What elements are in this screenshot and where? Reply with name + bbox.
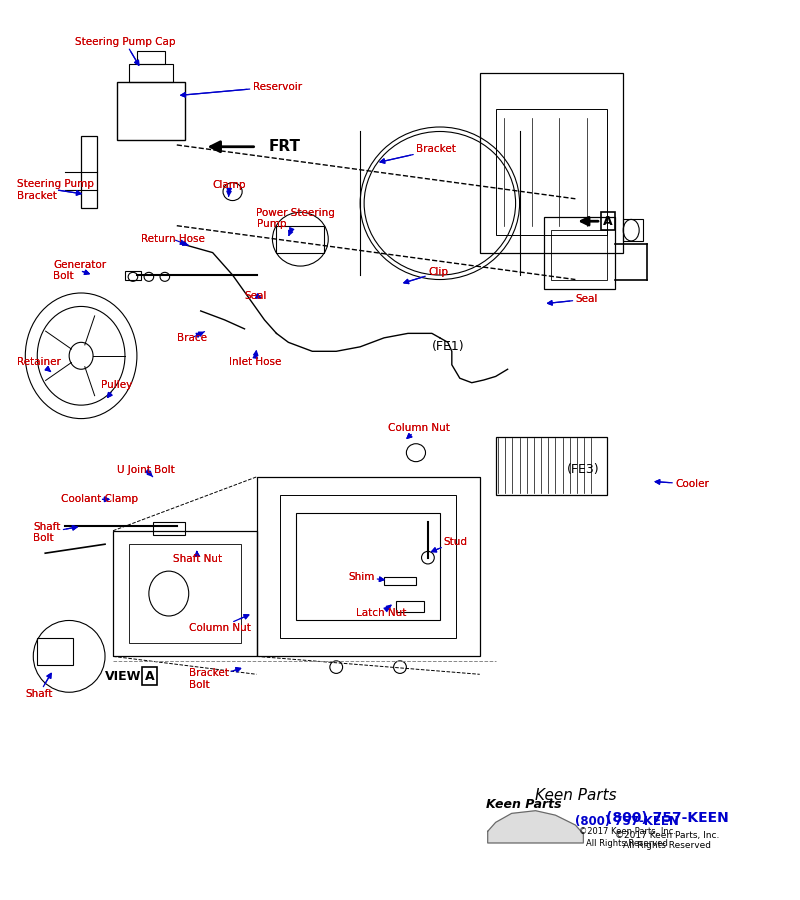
Text: Seal: Seal xyxy=(245,291,267,301)
Bar xyxy=(129,64,173,82)
Text: Inlet Hose: Inlet Hose xyxy=(229,354,281,367)
Text: Coolant Clamp: Coolant Clamp xyxy=(61,494,138,504)
Text: Column Nut: Column Nut xyxy=(189,615,250,633)
Bar xyxy=(543,217,615,289)
Text: Latch Nut: Latch Nut xyxy=(356,607,406,618)
Text: (FE1): (FE1) xyxy=(431,340,464,354)
Text: Seal: Seal xyxy=(245,291,267,301)
Text: Bracket
Bolt: Bracket Bolt xyxy=(189,668,241,689)
Text: Keen Parts: Keen Parts xyxy=(486,798,562,811)
Text: Column Nut: Column Nut xyxy=(189,615,250,633)
Text: Keen Parts: Keen Parts xyxy=(534,788,616,803)
Text: Stud: Stud xyxy=(432,536,468,552)
Bar xyxy=(153,522,185,536)
Text: Bracket: Bracket xyxy=(380,144,456,163)
Text: Inlet Hose: Inlet Hose xyxy=(229,351,281,367)
Bar xyxy=(623,219,643,241)
Text: U Joint Bolt: U Joint Bolt xyxy=(117,464,174,474)
Bar xyxy=(281,495,456,638)
Text: Reservoir: Reservoir xyxy=(181,82,302,97)
Text: Shim: Shim xyxy=(348,572,384,582)
Bar xyxy=(117,82,185,140)
Bar xyxy=(81,136,97,208)
Text: Shaft Nut: Shaft Nut xyxy=(173,552,222,564)
Bar xyxy=(496,109,607,235)
Text: Steering Pump
Bracket: Steering Pump Bracket xyxy=(18,179,94,201)
Text: A: A xyxy=(145,670,154,682)
Bar xyxy=(137,50,165,64)
Bar xyxy=(38,638,73,665)
Text: Clamp: Clamp xyxy=(213,180,246,196)
Text: Clamp: Clamp xyxy=(213,180,246,194)
Bar xyxy=(257,477,480,656)
Text: Clip: Clip xyxy=(404,267,448,284)
Bar xyxy=(113,531,257,656)
Text: Pulley: Pulley xyxy=(101,381,132,398)
Text: (800) 757-KEEN: (800) 757-KEEN xyxy=(606,811,729,825)
Text: Shaft Nut: Shaft Nut xyxy=(173,552,222,564)
Text: ©2017 Keen Parts, Inc.
All Rights Reserved: ©2017 Keen Parts, Inc. All Rights Reserv… xyxy=(578,827,676,849)
Text: Power Steering
Pump: Power Steering Pump xyxy=(257,208,335,235)
Text: Cooler: Cooler xyxy=(655,479,709,489)
Text: Column Nut: Column Nut xyxy=(388,423,450,438)
Text: Seal: Seal xyxy=(547,294,598,305)
Text: Generator
Bolt: Generator Bolt xyxy=(54,260,106,282)
Text: U Joint Bolt: U Joint Bolt xyxy=(117,464,174,477)
Bar xyxy=(480,73,623,253)
Text: Return Hose: Return Hose xyxy=(141,234,205,246)
Bar xyxy=(384,578,416,585)
Text: Steering Pump Cap: Steering Pump Cap xyxy=(74,37,175,65)
Text: Shaft: Shaft xyxy=(26,673,53,699)
Text: (800) 757-KEEN: (800) 757-KEEN xyxy=(575,815,679,828)
Text: Brace: Brace xyxy=(177,333,206,343)
Bar xyxy=(125,271,141,280)
Text: (FE3): (FE3) xyxy=(567,464,600,476)
Text: Stud: Stud xyxy=(432,536,468,552)
Text: Reservoir: Reservoir xyxy=(181,82,302,97)
Text: Coolant Clamp: Coolant Clamp xyxy=(61,494,138,504)
Text: A: A xyxy=(603,215,613,228)
Text: Seal: Seal xyxy=(548,294,598,305)
Text: Bracket
Bolt: Bracket Bolt xyxy=(189,668,241,689)
Text: Return Hose: Return Hose xyxy=(141,234,205,245)
Text: FRT: FRT xyxy=(269,140,301,154)
Bar xyxy=(396,600,424,611)
Bar xyxy=(129,544,241,643)
Text: Retainer: Retainer xyxy=(18,357,62,371)
Text: Power Steering
Pump: Power Steering Pump xyxy=(257,208,335,233)
Text: Steering Pump Cap: Steering Pump Cap xyxy=(74,37,175,65)
Text: Latch Nut: Latch Nut xyxy=(356,605,406,618)
Bar xyxy=(551,230,607,280)
Polygon shape xyxy=(488,811,583,843)
Bar xyxy=(277,226,324,253)
Text: Generator
Bolt: Generator Bolt xyxy=(54,260,106,282)
Text: ©2017 Keen Parts, Inc.
All Rights Reserved: ©2017 Keen Parts, Inc. All Rights Reserv… xyxy=(615,831,719,850)
Text: Shaft
Bolt: Shaft Bolt xyxy=(34,522,77,544)
Text: Shim: Shim xyxy=(348,572,384,582)
Text: Column Nut: Column Nut xyxy=(388,423,450,438)
Text: Clip: Clip xyxy=(404,267,448,284)
Text: Steering Pump
Bracket: Steering Pump Bracket xyxy=(18,179,94,201)
Text: VIEW: VIEW xyxy=(105,670,141,682)
Bar xyxy=(496,436,607,495)
Text: Cooler: Cooler xyxy=(655,479,709,489)
Text: Brace: Brace xyxy=(177,331,206,343)
Text: Retainer: Retainer xyxy=(18,357,62,372)
Bar xyxy=(296,513,440,620)
Text: Bracket: Bracket xyxy=(380,144,456,163)
Text: Pulley: Pulley xyxy=(101,381,132,397)
Text: Shaft: Shaft xyxy=(26,673,53,699)
Text: Shaft
Bolt: Shaft Bolt xyxy=(34,522,77,544)
